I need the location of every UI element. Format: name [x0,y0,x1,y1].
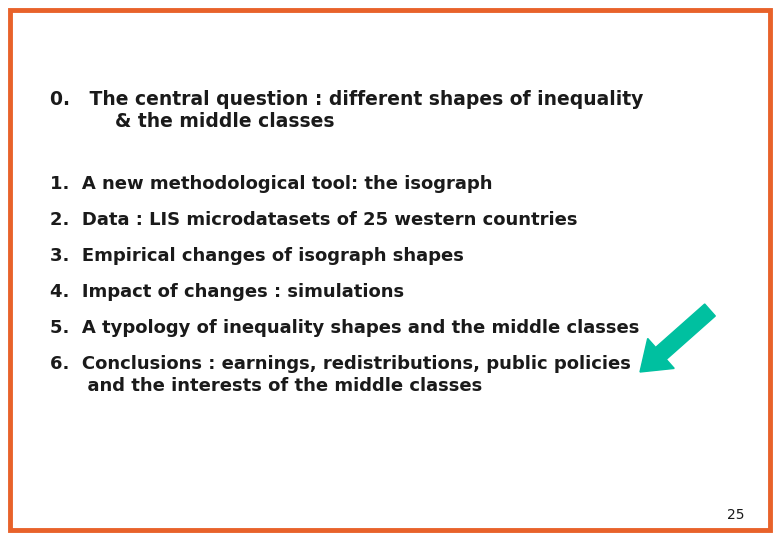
Text: 3.  Empirical changes of isograph shapes: 3. Empirical changes of isograph shapes [50,247,464,265]
Text: 4.  Impact of changes : simulations: 4. Impact of changes : simulations [50,283,404,301]
Text: 5.  A typology of inequality shapes and the middle classes: 5. A typology of inequality shapes and t… [50,319,640,337]
Text: & the middle classes: & the middle classes [50,112,335,131]
Text: 25: 25 [728,508,745,522]
Text: 6.  Conclusions : earnings, redistributions, public policies: 6. Conclusions : earnings, redistributio… [50,355,631,373]
FancyArrow shape [640,304,715,372]
Text: 0.   The central question : different shapes of inequality: 0. The central question : different shap… [50,90,643,109]
Text: 1.  A new methodological tool: the isograph: 1. A new methodological tool: the isogra… [50,175,492,193]
Text: and the interests of the middle classes: and the interests of the middle classes [50,377,482,395]
Text: 2.  Data : LIS microdatasets of 25 western countries: 2. Data : LIS microdatasets of 25 wester… [50,211,577,229]
